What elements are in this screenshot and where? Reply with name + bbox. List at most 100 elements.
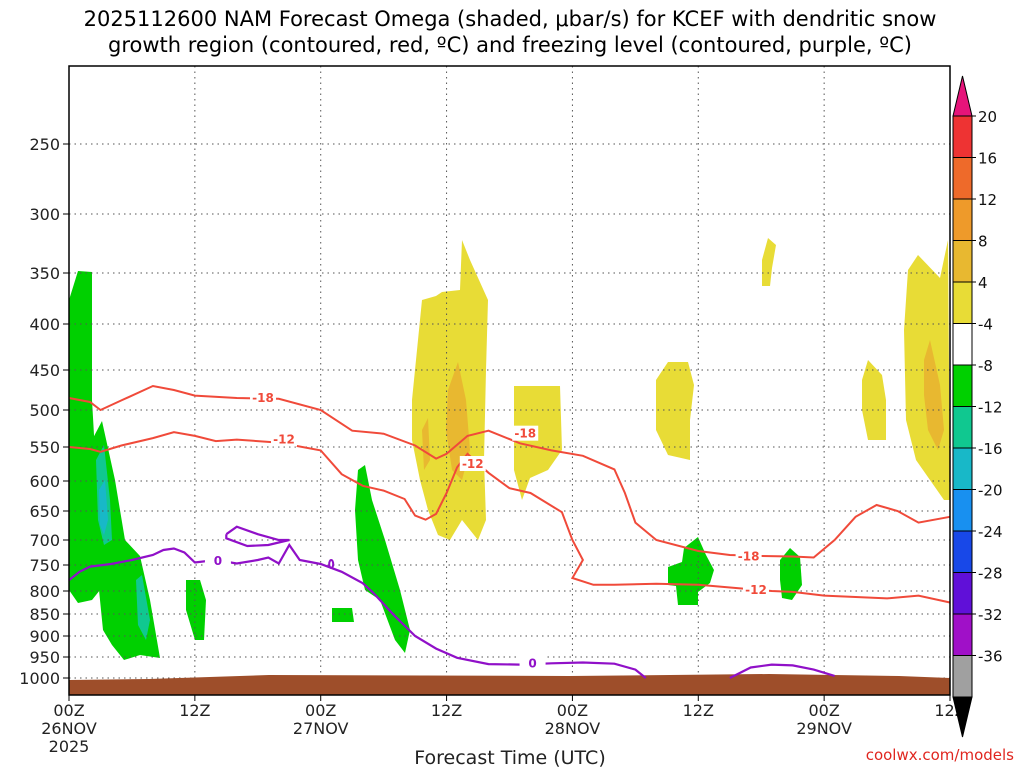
- colorbar-label-13: -36: [978, 648, 1003, 666]
- xtick-label-48-1: 28NOV: [545, 719, 601, 738]
- omega-shade-cyan-3: [99, 480, 108, 535]
- chart-title-line1: 2025112600 NAM Forecast Omega (shaded, μ…: [84, 7, 937, 31]
- label-zero-a: 0: [214, 554, 222, 568]
- ytick-label-550: 550: [29, 438, 60, 457]
- omega-shade-teal-4: [136, 575, 150, 640]
- xtick-label-12-0: 12Z: [179, 701, 210, 720]
- omega-shade-yellow-12: [656, 362, 694, 460]
- xtick-label-72-1: 29NOV: [796, 719, 852, 738]
- label-minus12-c-bg: [742, 581, 769, 597]
- contour-minus12: [68, 431, 951, 604]
- label-minus12-a-bg: [271, 431, 298, 447]
- xtick-label-0-1: 26NOV: [41, 719, 97, 738]
- ytick-label-700: 700: [29, 531, 60, 550]
- omega-shade-yellow-14: [862, 360, 886, 440]
- colorbar-seg-10: [952, 530, 973, 573]
- ytick-label-500: 500: [29, 401, 60, 420]
- contour-minus18: [68, 384, 951, 559]
- colorbar-label-7: -12: [978, 399, 1003, 417]
- xtick-label-36-0: 12Z: [431, 701, 462, 720]
- colorbar-seg-9: [952, 489, 973, 532]
- xtick-label-48-0: 00Z: [557, 701, 588, 720]
- omega-shade-gold-9: [446, 362, 470, 480]
- ytick-label-850: 850: [29, 605, 60, 624]
- colorbar-seg-4: [952, 281, 973, 324]
- colorbar-label-5: -4: [978, 316, 993, 334]
- omega-shade-yellow-13: [762, 238, 776, 286]
- omega-shade-green-0: [69, 271, 100, 603]
- colorbar-seg-1: [952, 157, 973, 200]
- omega-shade-gold-16: [924, 340, 944, 450]
- contour-freezing-loop: [225, 525, 290, 548]
- colorbar-label-8: -16: [978, 440, 1003, 458]
- colorbar-label-3: 8: [978, 233, 988, 251]
- ytick-label-650: 650: [29, 502, 60, 521]
- plot-frame: [68, 65, 951, 696]
- label-minus18-a-bg: [250, 390, 277, 405]
- colorbar-seg-0: [952, 115, 973, 158]
- colorbar-seg-12: [952, 613, 973, 656]
- colorbar-label-9: -20: [978, 482, 1003, 500]
- label-minus18-b-bg: [512, 425, 539, 441]
- contour-freezing-arc: [729, 663, 835, 679]
- colorbar-seg-11: [952, 572, 973, 615]
- xtick-label-72-0: 00Z: [808, 701, 839, 720]
- xtick-label-0-2: 2025: [49, 737, 90, 756]
- omega-shading: [69, 238, 950, 660]
- omega-shade-gold-10: [422, 418, 430, 470]
- label-minus12-c: -12: [745, 583, 767, 597]
- label-minus12-b-bg: [459, 456, 486, 471]
- colorbar: 20 16 12 8 4 -4 -8 -12 -16 -20 -24 -28 -32 -36: [952, 75, 1003, 738]
- ytick-label-950: 950: [29, 648, 60, 667]
- x-axis-label: Forecast Time (UTC): [414, 747, 605, 768]
- colorbar-label-1: 16: [978, 150, 997, 168]
- colorbar-label-12: -32: [978, 606, 1003, 624]
- omega-shade-green-17: [668, 537, 714, 605]
- label-minus18-b: -18: [514, 427, 536, 441]
- colorbar-label-0: 20: [978, 108, 997, 126]
- contour-freezing: [68, 542, 647, 679]
- xtick-label-24-1: 27NOV: [293, 719, 349, 738]
- label-minus18-c-bg: [735, 548, 762, 564]
- omega-shade-yellow-11: [514, 386, 562, 500]
- ytick-label-350: 350: [29, 264, 60, 283]
- colorbar-top-triangle: [952, 75, 973, 117]
- contour-labels: -18 -18 -18 -12 -12 -12 0 0: [204, 390, 769, 671]
- colorbar-label-2: 12: [978, 191, 997, 209]
- label-zero-b: 0: [528, 657, 536, 671]
- colorbar-label-11: -28: [978, 565, 1003, 583]
- ytick-label-1000: 1000: [19, 669, 60, 688]
- y-axis-ticks: 250 300 350 400 450 500 550 600 650 700 750 800 850 9…: [19, 135, 69, 688]
- contour-freezing-dot: [328, 559, 335, 569]
- omega-shade-green-6: [355, 465, 410, 653]
- colorbar-label-4: 4: [978, 274, 988, 292]
- ytick-label-400: 400: [29, 315, 60, 334]
- omega-shade-green-18: [780, 548, 802, 600]
- omega-shade-green-5: [186, 580, 206, 640]
- ytick-label-450: 450: [29, 361, 60, 380]
- colorbar-seg-7: [952, 406, 973, 449]
- ytick-label-800: 800: [29, 582, 60, 601]
- xtick-label-60-0: 12Z: [683, 701, 714, 720]
- ground-fill: [69, 674, 950, 695]
- xtick-label-0-0: 00Z: [53, 701, 84, 720]
- colorbar-seg-8: [952, 447, 973, 490]
- colorbar-label-10: -24: [978, 523, 1003, 541]
- ground-terrain: [69, 674, 950, 695]
- xtick-label-24-0: 00Z: [305, 701, 336, 720]
- ytick-label-250: 250: [29, 135, 60, 154]
- colorbar-seg-3: [952, 240, 973, 283]
- ytick-label-750: 750: [29, 556, 60, 575]
- colorbar-label-6: -8: [978, 357, 993, 375]
- credit-text: coolwx.com/models: [866, 746, 1014, 764]
- colorbar-seg-6: [952, 364, 973, 407]
- chart-title-line2: growth region (contoured, red, ºC) and f…: [108, 33, 912, 57]
- ytick-label-600: 600: [29, 472, 60, 491]
- omega-shade-green-7: [332, 608, 354, 622]
- label-minus18-c: -18: [738, 550, 760, 564]
- colorbar-bottom-triangle: [952, 696, 973, 738]
- label-minus18-a: -18: [252, 391, 274, 405]
- colorbar-seg-13: [952, 655, 973, 698]
- colorbar-seg-2: [952, 198, 973, 241]
